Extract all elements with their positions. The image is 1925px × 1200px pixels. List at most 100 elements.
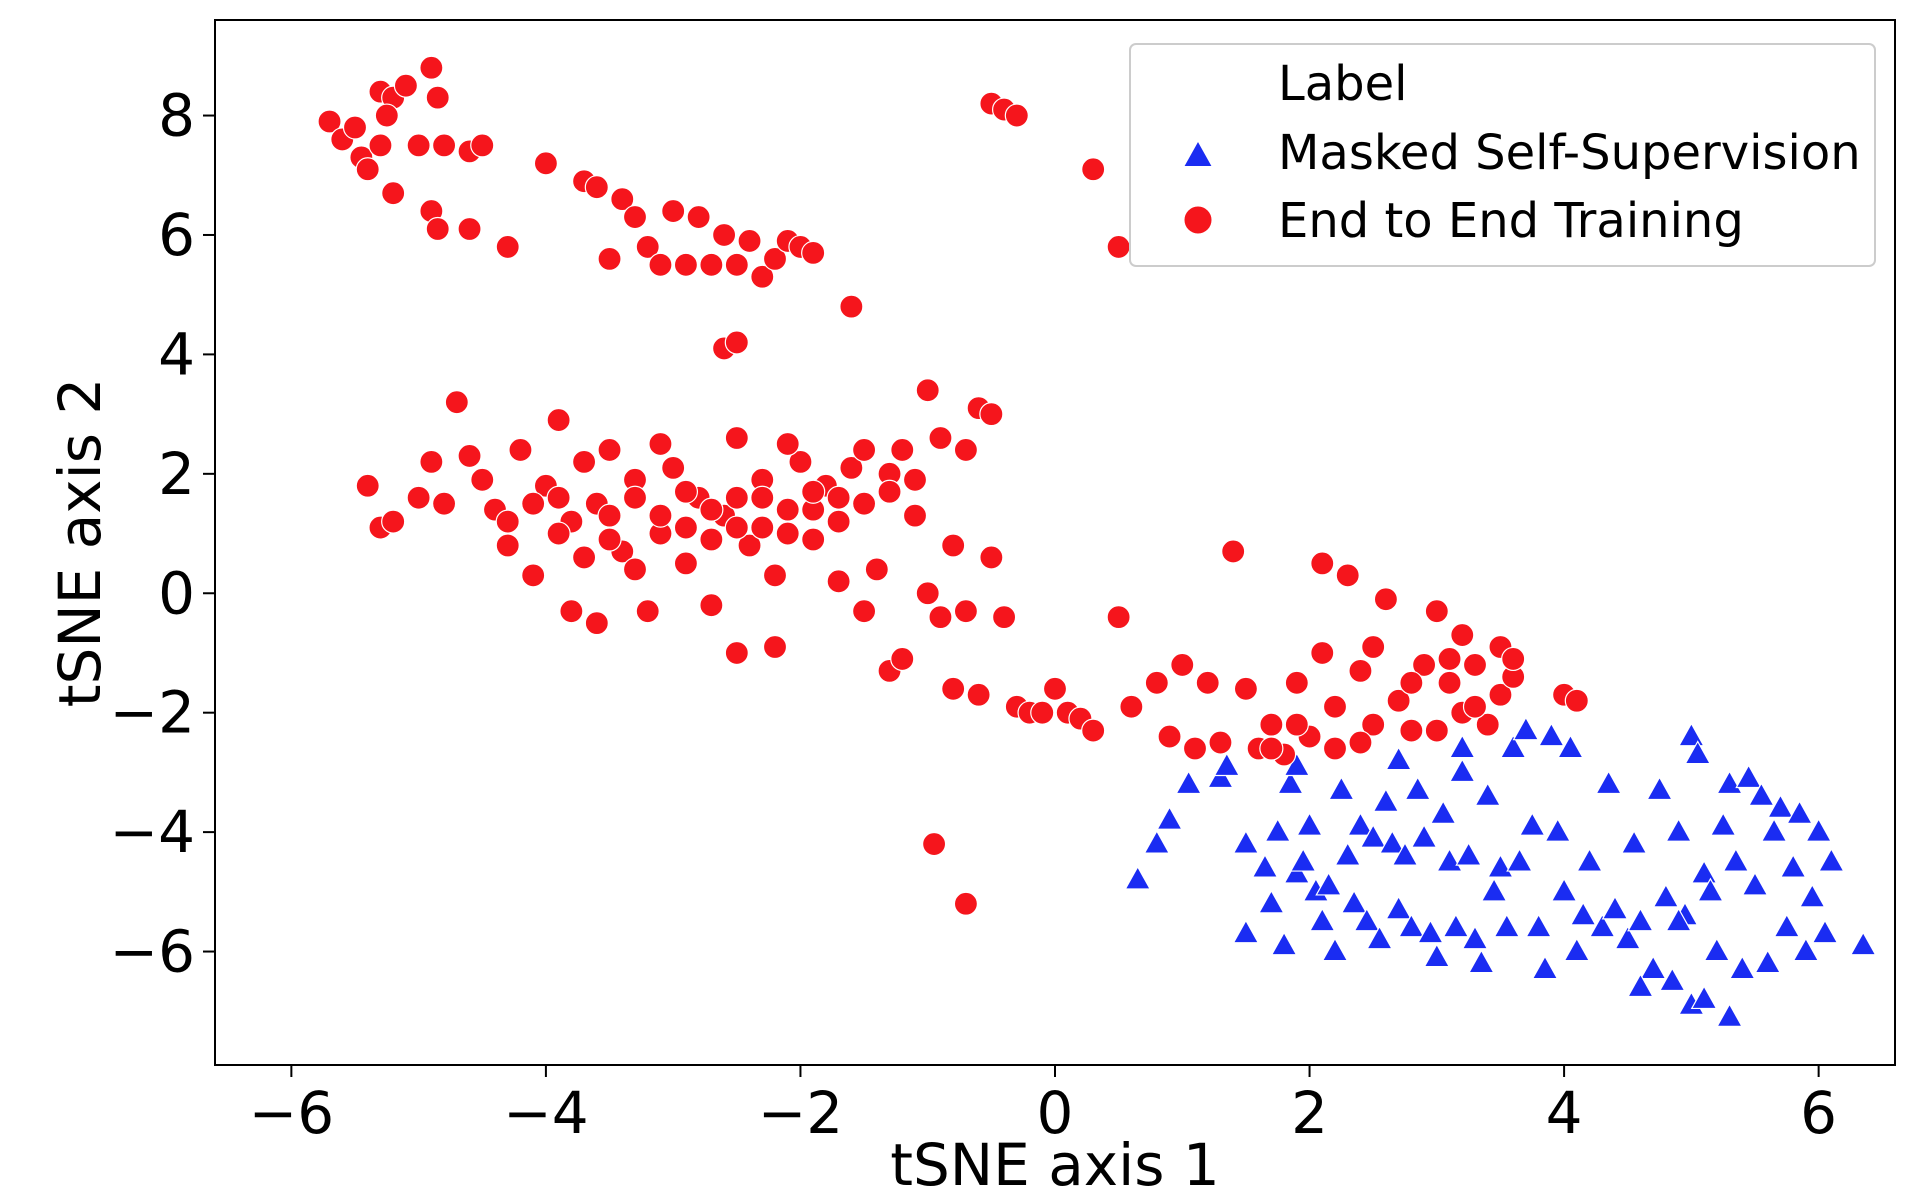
point-masked-self-supervision (1817, 847, 1845, 872)
point-end-to-end-training (495, 533, 520, 558)
point-masked-self-supervision (1327, 776, 1355, 801)
point-end-to-end-training (1335, 563, 1360, 588)
y-tick-label: −4 (110, 798, 196, 866)
point-masked-self-supervision (1487, 853, 1514, 878)
x-axis: −6 −4 −2 0 2 4 6 (249, 1065, 1837, 1147)
point-masked-self-supervision (1213, 752, 1241, 777)
point-masked-self-supervision (1455, 841, 1483, 866)
point-end-to-end-training (381, 509, 406, 534)
point-end-to-end-training (1284, 712, 1309, 737)
point-end-to-end-training (902, 467, 928, 492)
point-end-to-end-training (851, 599, 877, 624)
point-end-to-end-training (622, 204, 648, 230)
point-end-to-end-training (1424, 599, 1449, 624)
point-end-to-end-training (355, 157, 380, 182)
point-masked-self-supervision (1798, 883, 1826, 908)
point-end-to-end-training (953, 437, 979, 463)
y-tick-label: −2 (110, 679, 196, 747)
point-end-to-end-training (470, 133, 495, 158)
point-masked-self-supervision (1754, 949, 1782, 974)
x-tick-label: 6 (1800, 1079, 1837, 1147)
point-masked-self-supervision (1627, 907, 1654, 932)
point-masked-self-supervision (1722, 847, 1750, 872)
point-end-to-end-training (622, 485, 648, 510)
point-end-to-end-training (750, 264, 775, 289)
point-end-to-end-training (1284, 670, 1309, 695)
point-masked-self-supervision (1156, 805, 1183, 830)
point-masked-self-supervision (1474, 782, 1502, 806)
point-end-to-end-training (571, 449, 597, 474)
point-masked-self-supervision (1283, 859, 1311, 884)
point-masked-self-supervision (1308, 907, 1336, 932)
point-end-to-end-training (724, 640, 749, 666)
point-end-to-end-training (648, 252, 673, 277)
point-end-to-end-training (495, 234, 520, 260)
point-masked-self-supervision (1601, 895, 1629, 920)
point-masked-self-supervision (1232, 919, 1260, 944)
point-end-to-end-training (673, 515, 699, 540)
point-masked-self-supervision (1531, 955, 1559, 980)
point-end-to-end-training (1437, 670, 1462, 695)
point-masked-self-supervision (1652, 883, 1680, 908)
point-end-to-end-training (1424, 718, 1449, 743)
point-end-to-end-training (890, 646, 915, 672)
point-end-to-end-training (1170, 652, 1195, 678)
y-axis: −6 −4 −2 0 2 4 6 8 (110, 82, 215, 986)
point-end-to-end-training (381, 181, 406, 206)
point-end-to-end-training (648, 431, 673, 457)
point-masked-self-supervision (1703, 937, 1731, 962)
point-masked-self-supervision (1385, 746, 1413, 771)
point-end-to-end-training (1004, 103, 1029, 128)
point-masked-self-supervision (1359, 823, 1387, 848)
point-masked-self-supervision (1563, 937, 1591, 962)
point-end-to-end-training (1386, 688, 1411, 713)
point-masked-self-supervision (1665, 907, 1693, 932)
point-end-to-end-training (1411, 652, 1437, 678)
y-axis-title: tSNE axis 2 (46, 378, 114, 708)
point-masked-self-supervision (1811, 919, 1839, 944)
x-tick-label: 2 (1291, 1079, 1328, 1147)
point-end-to-end-training (724, 515, 749, 540)
point-end-to-end-training (724, 252, 749, 277)
point-end-to-end-training (374, 103, 399, 128)
point-end-to-end-training (775, 521, 800, 546)
point-masked-self-supervision (1417, 919, 1444, 944)
point-end-to-end-training (737, 228, 762, 254)
point-end-to-end-training (851, 437, 877, 463)
point-masked-self-supervision (1741, 871, 1769, 896)
legend-label-masked-self-supervision: Masked Self-Supervision (1278, 125, 1861, 181)
point-end-to-end-training (1221, 539, 1246, 564)
point-end-to-end-training (1475, 712, 1500, 737)
point-masked-self-supervision (1595, 770, 1623, 795)
point-end-to-end-training (1348, 658, 1373, 683)
point-masked-self-supervision (1493, 913, 1521, 938)
point-end-to-end-training (610, 187, 635, 212)
point-end-to-end-training (699, 497, 724, 522)
point-end-to-end-training (1462, 652, 1488, 678)
point-end-to-end-training (1106, 234, 1131, 260)
point-end-to-end-training (724, 330, 749, 355)
point-end-to-end-training (393, 73, 419, 98)
point-masked-self-supervision (1334, 841, 1362, 866)
x-axis-title: tSNE axis 1 (890, 1131, 1220, 1199)
point-masked-self-supervision (1849, 931, 1877, 956)
point-masked-self-supervision (1735, 764, 1763, 789)
point-end-to-end-training (953, 891, 979, 916)
point-end-to-end-training (673, 551, 699, 576)
point-masked-self-supervision (1620, 829, 1648, 854)
point-masked-self-supervision (1792, 937, 1820, 962)
point-masked-self-supervision (1372, 788, 1400, 812)
point-end-to-end-training (1373, 587, 1399, 612)
point-end-to-end-training (890, 437, 915, 463)
x-tick-label: −4 (503, 1079, 589, 1147)
point-masked-self-supervision (1347, 811, 1374, 836)
point-masked-self-supervision (1264, 817, 1292, 842)
point-masked-self-supervision (1385, 895, 1413, 920)
point-end-to-end-training (1361, 712, 1386, 737)
point-end-to-end-training (559, 599, 584, 624)
point-end-to-end-training (1195, 670, 1220, 695)
point-masked-self-supervision (1588, 913, 1616, 938)
point-end-to-end-training (1106, 605, 1131, 630)
point-masked-self-supervision (1391, 841, 1419, 866)
point-end-to-end-training (1119, 694, 1144, 719)
